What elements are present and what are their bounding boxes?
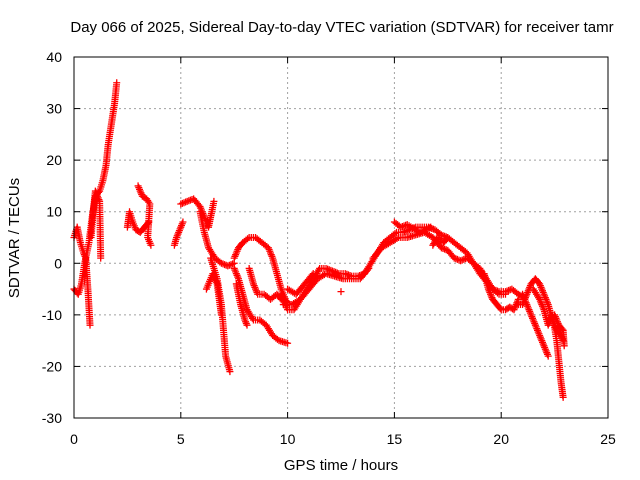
data-point-marker	[309, 270, 317, 278]
data-point-marker	[242, 318, 250, 326]
data-point-marker	[444, 234, 452, 241]
data-point-marker	[493, 289, 501, 297]
x-axis-label: GPS time / hours	[284, 457, 398, 474]
x-tick-label: 15	[387, 431, 403, 447]
data-point-marker	[559, 393, 567, 401]
data-point-marker	[179, 218, 187, 226]
data-point-marker	[210, 197, 218, 205]
data-points	[70, 79, 568, 401]
y-tick-label: 0	[54, 255, 62, 271]
y-tick-label: -30	[42, 410, 62, 426]
y-tick-label: 40	[46, 49, 62, 65]
data-point-marker	[308, 271, 316, 279]
y-tick-label: 10	[46, 204, 62, 220]
chart-title: Day 066 of 2025, Sidereal Day-to-day VTE…	[70, 19, 613, 36]
data-point-marker	[560, 342, 568, 350]
data-point-marker	[364, 266, 372, 274]
data-point-marker	[113, 79, 121, 87]
data-point-marker	[496, 304, 504, 312]
y-tick-label: -20	[42, 358, 62, 374]
data-point-marker	[217, 311, 225, 319]
y-tick-label: 30	[46, 101, 62, 117]
data-point-marker	[284, 339, 292, 347]
plot-frame	[73, 56, 609, 419]
data-point-marker	[226, 368, 234, 376]
x-tick-label: 5	[177, 431, 185, 447]
y-tick-label: 20	[46, 152, 62, 168]
y-tick-label: -10	[42, 307, 62, 323]
data-point-marker	[501, 290, 509, 298]
data-point-marker	[365, 264, 373, 272]
x-tick-label: 20	[493, 431, 509, 447]
data-point-marker	[97, 254, 105, 262]
x-tick-label: 25	[600, 431, 616, 447]
y-axis-label: SDTVAR / TECUs	[6, 178, 23, 298]
data-point-marker	[86, 321, 94, 329]
x-tick-label: 0	[70, 431, 78, 447]
data-point-marker	[427, 223, 435, 231]
data-point-marker	[147, 241, 155, 249]
grid-lines	[74, 57, 608, 418]
x-tick-label: 10	[280, 431, 296, 447]
axis-ticks: 0 5 10 15 20 25 -30 -20 -10 0 10 20 30 40	[42, 49, 616, 447]
data-point-marker	[337, 288, 345, 296]
data-point-marker	[391, 230, 399, 238]
data-point-marker	[244, 235, 252, 243]
data-point-marker	[443, 235, 451, 243]
data-point-marker	[243, 321, 251, 329]
data-point-marker	[544, 352, 552, 360]
data-point-marker	[558, 325, 566, 333]
